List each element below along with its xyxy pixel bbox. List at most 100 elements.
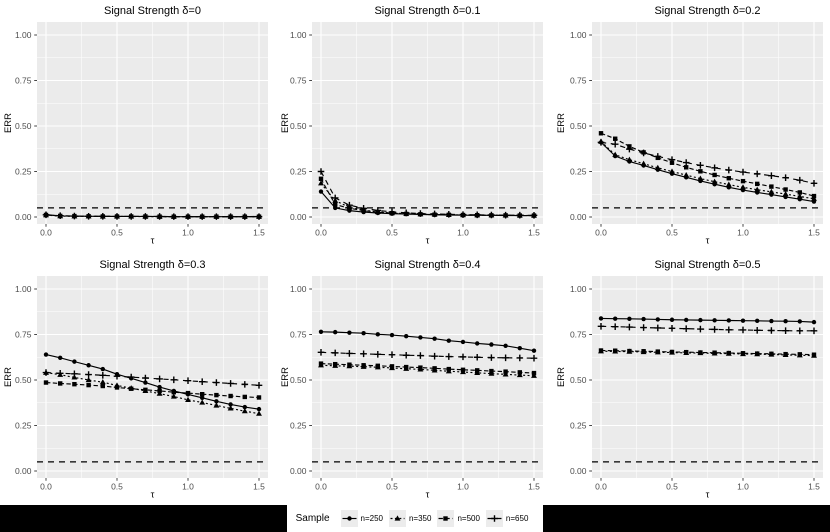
marker-plus bbox=[530, 212, 538, 219]
plot-signal-strength-0.4: 0.00 0.25 0.50 0.75 1.00 0.0 0.5 1.0 1.5 Signal S… bbox=[280, 259, 543, 501]
plot-cell-3: 0.00 0.25 0.50 0.75 1.00 0.0 0.5 1.0 1.5 Signal S… bbox=[0, 254, 277, 505]
marker-triangle bbox=[768, 188, 775, 194]
marker-plus bbox=[431, 352, 438, 360]
marker-square bbox=[185, 390, 191, 396]
marker-circle bbox=[627, 316, 632, 322]
marker-square bbox=[157, 388, 162, 394]
marker-plus bbox=[459, 211, 467, 218]
marker-plus bbox=[445, 353, 453, 360]
marker-square bbox=[58, 381, 63, 386]
plot-signal-strength-0.3: 0.00 0.25 0.50 0.75 1.00 0.0 0.5 1.0 1.5 Signal S… bbox=[3, 259, 268, 501]
plot-signal-strength-0.2: 0.00 0.25 0.50 0.75 1.00 0.0 0.5 1.0 1.5 Signal S… bbox=[556, 5, 823, 247]
x-tick-label: 0.0 bbox=[595, 228, 607, 238]
marker-triangle bbox=[213, 402, 220, 408]
marker-circle bbox=[698, 317, 703, 323]
marker-plus bbox=[71, 370, 78, 378]
series-line-n-500 bbox=[600, 349, 815, 356]
marker-square bbox=[361, 363, 366, 368]
marker-plus bbox=[402, 209, 410, 217]
marker-triangle bbox=[725, 181, 732, 187]
marker-circle bbox=[655, 317, 660, 322]
marker-plus bbox=[473, 353, 481, 361]
plot-cell-2: 0.00 0.25 0.50 0.75 1.00 0.0 0.5 1.0 1.5 Signal S… bbox=[553, 0, 830, 254]
y-tick-label: 0.25 bbox=[15, 421, 32, 431]
marker-plus bbox=[516, 211, 524, 219]
series-line-n-250 bbox=[320, 331, 535, 352]
marker-circle bbox=[783, 319, 788, 324]
plot-title: Signal Strength δ=0.4 bbox=[374, 259, 480, 271]
marker-square bbox=[740, 351, 746, 356]
marker-plus bbox=[142, 374, 149, 382]
marker-circle bbox=[446, 338, 451, 343]
marker-plus bbox=[473, 211, 481, 219]
marker-circle bbox=[531, 348, 537, 353]
marker-circle bbox=[361, 331, 366, 336]
x-axis-title: τ bbox=[426, 236, 430, 247]
y-tick-label: 0.25 bbox=[570, 167, 587, 177]
marker-circle bbox=[375, 332, 380, 337]
x-tick-label: 1.0 bbox=[457, 228, 469, 238]
marker-triangle bbox=[796, 193, 803, 199]
x-tick-label: 0.5 bbox=[386, 482, 398, 492]
marker-square bbox=[318, 176, 324, 181]
marker-plus bbox=[317, 168, 325, 175]
marker-square bbox=[755, 351, 760, 356]
marker-square bbox=[228, 393, 233, 399]
marker-plus bbox=[611, 323, 619, 330]
marker-circle bbox=[346, 516, 352, 521]
plot-title: Signal Strength δ=0.1 bbox=[374, 5, 480, 17]
marker-plus bbox=[782, 327, 789, 334]
x-tick-label: 1.5 bbox=[528, 228, 540, 238]
marker-plus bbox=[640, 149, 647, 157]
marker-circle bbox=[712, 318, 717, 323]
x-tick-label: 0.0 bbox=[40, 482, 52, 492]
y-tick-label: 1.00 bbox=[15, 30, 32, 40]
marker-plus bbox=[697, 325, 704, 333]
plot-title: Signal Strength δ=0.3 bbox=[99, 259, 205, 271]
plot-cell-4: 0.00 0.25 0.50 0.75 1.00 0.0 0.5 1.0 1.5 Signal S… bbox=[277, 254, 553, 505]
x-tick-label: 0.0 bbox=[315, 228, 327, 238]
marker-plus bbox=[668, 156, 676, 163]
marker-circle bbox=[143, 380, 148, 385]
x-tick-label: 0.5 bbox=[111, 482, 123, 492]
plot-cell-5: 0.00 0.25 0.50 0.75 1.00 0.0 0.5 1.0 1.5 Signal S… bbox=[553, 254, 830, 505]
marker-triangle bbox=[683, 172, 690, 178]
y-axis-title: ERR bbox=[3, 113, 14, 133]
marker-plus bbox=[360, 350, 367, 358]
marker-square bbox=[114, 385, 120, 390]
plot-title: Signal Strength δ=0 bbox=[104, 5, 201, 17]
plots-grid: 0.00 0.25 0.50 0.75 1.00 0.0 0.5 1.0 1.5 Signal S… bbox=[0, 0, 830, 505]
marker-plus bbox=[502, 354, 509, 362]
plot-signal-strength-0.1: 0.00 0.25 0.50 0.75 1.00 0.0 0.5 1.0 1.5 Signal S… bbox=[280, 5, 543, 247]
marker-plus bbox=[346, 350, 353, 357]
marker-plus bbox=[127, 213, 135, 220]
marker-plus bbox=[431, 210, 438, 218]
marker-circle bbox=[418, 335, 423, 340]
marker-plus bbox=[725, 326, 733, 334]
marker-square bbox=[726, 350, 731, 356]
marker-triangle bbox=[754, 186, 761, 192]
marker-circle bbox=[228, 402, 233, 407]
y-tick-label: 0.75 bbox=[290, 76, 307, 86]
marker-plus bbox=[85, 212, 92, 220]
marker-triangle bbox=[99, 379, 106, 385]
legend-glyph-plus-icon bbox=[487, 515, 502, 522]
x-axis-title: τ bbox=[706, 236, 710, 247]
y-tick-label: 1.00 bbox=[290, 284, 307, 294]
marker-plus bbox=[597, 323, 605, 330]
marker-square bbox=[517, 370, 522, 375]
marker-square bbox=[475, 368, 480, 373]
y-tick-label: 0.50 bbox=[290, 121, 307, 131]
marker-circle bbox=[318, 189, 324, 194]
marker-circle bbox=[726, 318, 731, 323]
y-tick-label: 0.00 bbox=[570, 212, 587, 222]
marker-circle bbox=[641, 316, 646, 322]
marker-square bbox=[432, 366, 437, 371]
marker-square bbox=[755, 181, 760, 187]
marker-square bbox=[769, 351, 774, 356]
marker-triangle bbox=[697, 175, 704, 181]
marker-square bbox=[641, 349, 646, 354]
marker-plus bbox=[388, 351, 396, 359]
marker-circle bbox=[755, 318, 760, 324]
y-tick-label: 0.00 bbox=[290, 466, 307, 476]
